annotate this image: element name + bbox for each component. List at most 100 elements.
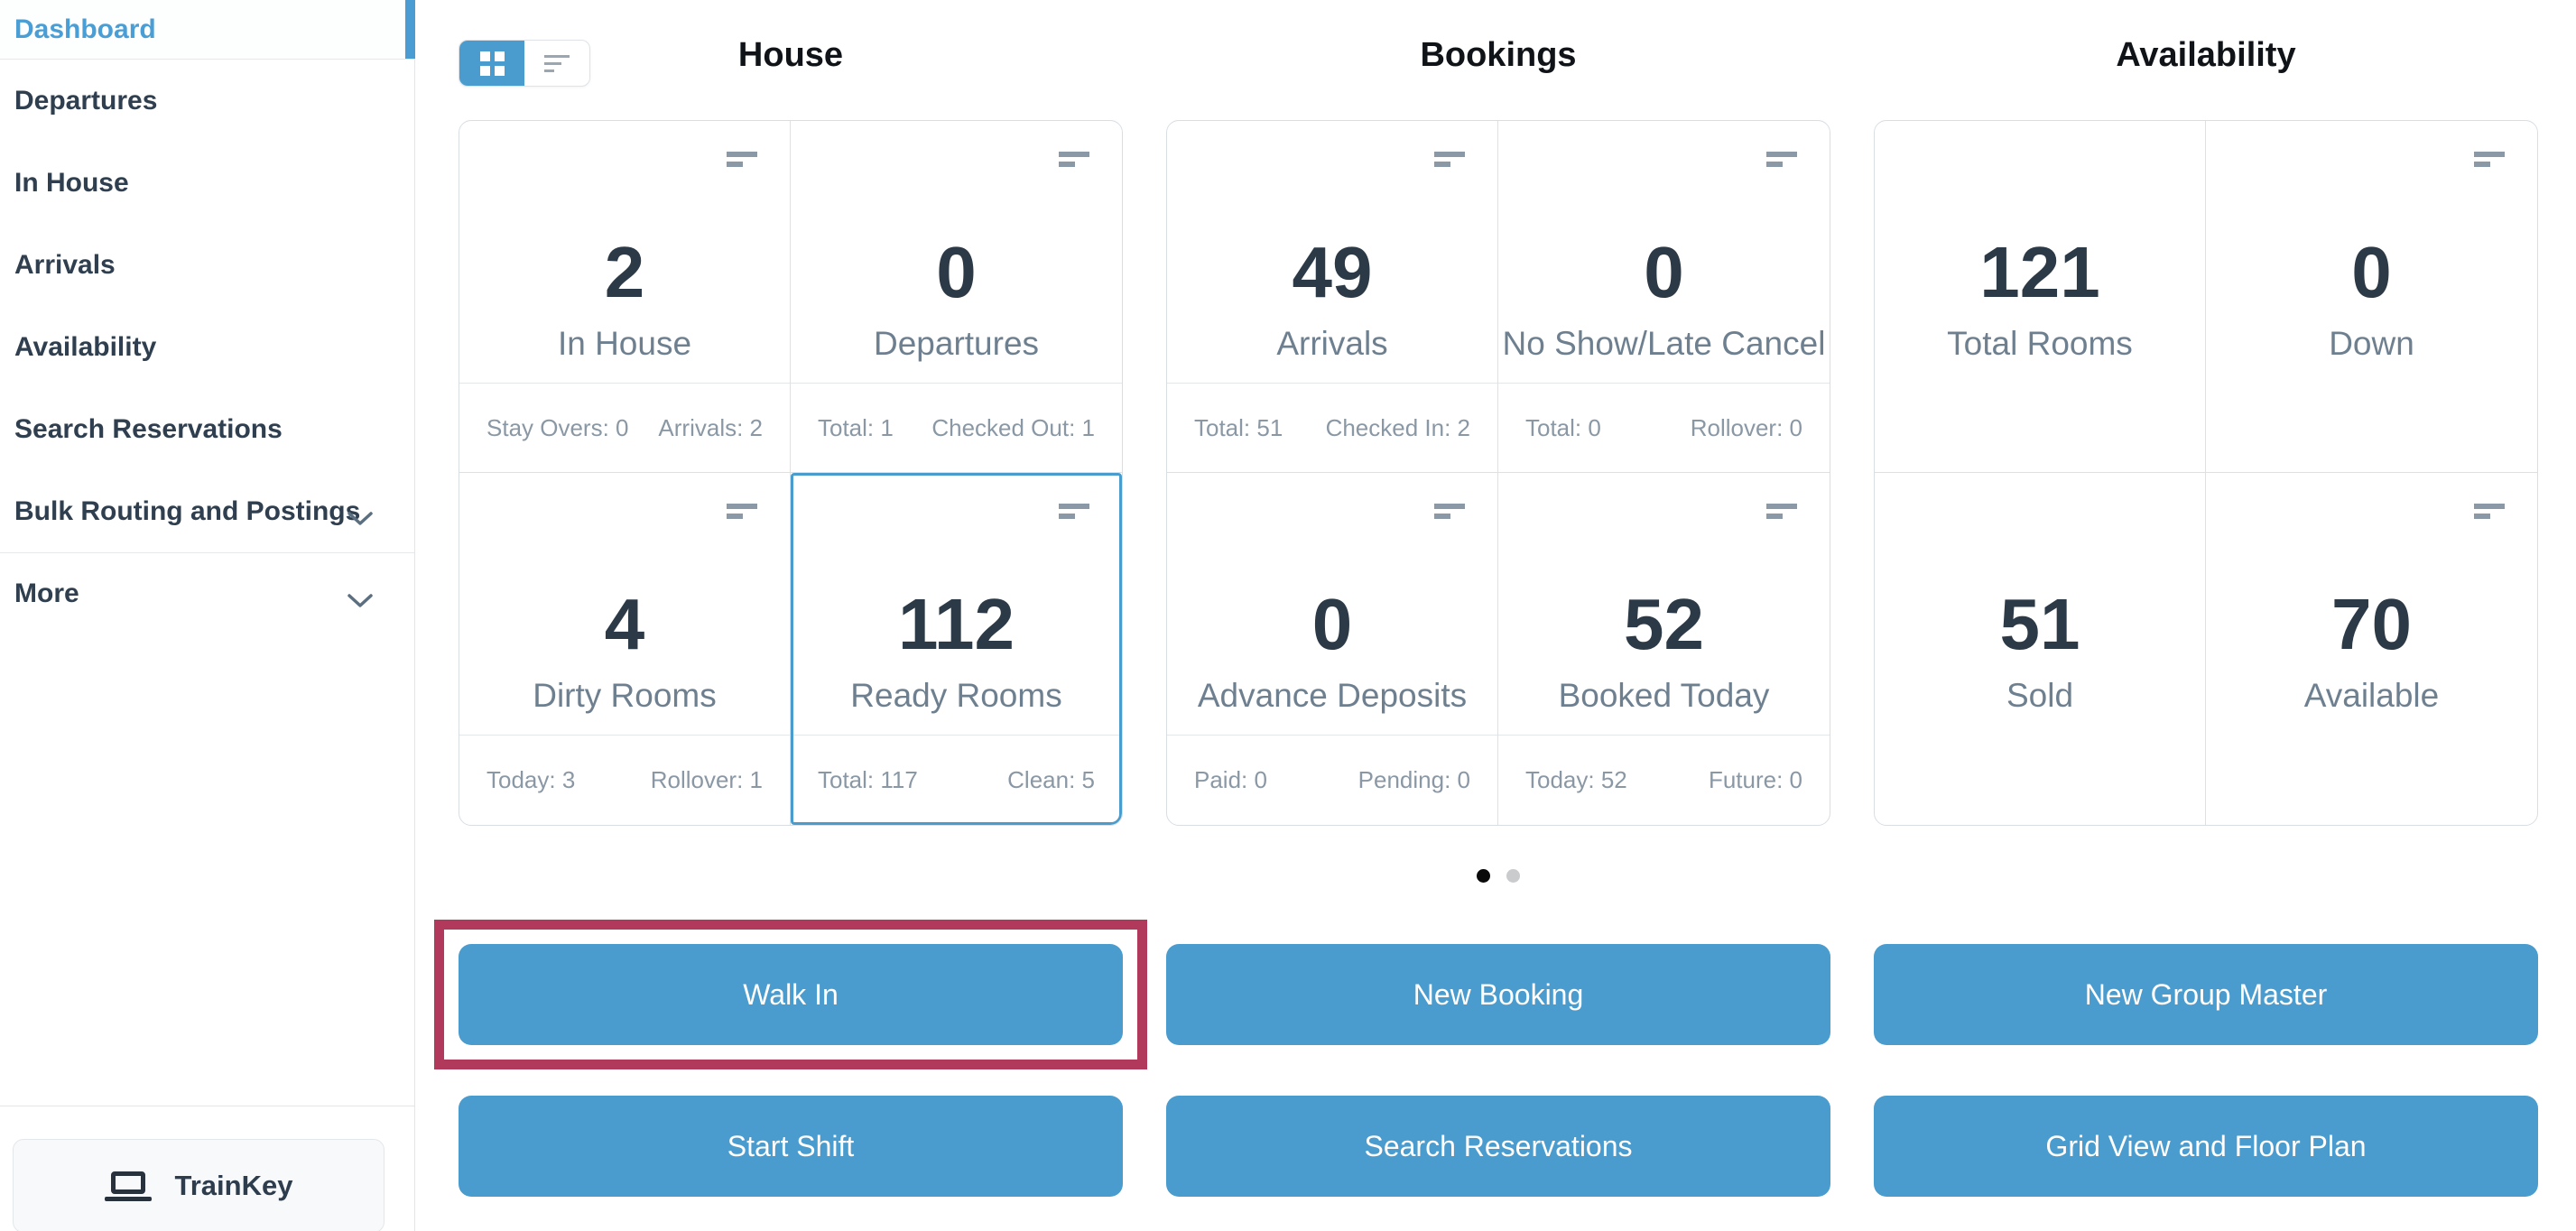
card-label: Available [2303,677,2440,714]
sidebar-item-arrivals[interactable]: Arrivals [0,224,414,306]
card-label: Advance Deposits [1197,677,1468,714]
card-in-house[interactable]: 2 In House Stay Overs: 0 Arrivals: 2 [459,121,791,473]
laptop-icon [104,1171,152,1201]
new-group-master-button[interactable]: New Group Master [1874,944,2538,1045]
footer-stat-right: Future: 0 [1708,766,1802,793]
footer-stat-left: Stay Overs: 0 [486,414,629,441]
actions-row-2: Start Shift Search Reservations Grid Vie… [459,1096,2538,1197]
card-menu-icon[interactable] [727,504,757,519]
grid-view-button[interactable] [459,41,524,86]
carousel-dot-1[interactable] [1476,869,1490,883]
card-no-show-late-cancel[interactable]: 0 No Show/Late Cancel Total: 0 Rollover:… [1498,121,1830,473]
actions-row-1: Walk In New Booking New Group Master [434,920,2538,1069]
active-indicator-bar [405,0,415,59]
card-menu-icon[interactable] [1766,504,1797,519]
sidebar-item-in-house[interactable]: In House [0,142,414,224]
card-label: Ready Rooms [850,677,1062,714]
sidebar-item-more[interactable]: More [0,552,414,634]
card-arrivals[interactable]: 49 Arrivals Total: 51 Checked In: 2 [1167,121,1498,473]
trainkey-button[interactable]: TrainKey [13,1139,385,1231]
start-shift-button[interactable]: Start Shift [459,1096,1123,1197]
trainkey-label: TrainKey [174,1170,293,1201]
walk-in-button[interactable]: Walk In [459,944,1123,1045]
search-reservations-cell: Search Reservations [1166,1096,1830,1197]
footer-stat-right: Clean: 5 [1007,766,1095,793]
sidebar-item-label: Dashboard [14,14,156,44]
sidebar-item-departures[interactable]: Departures [0,60,414,142]
sidebar-item-label: In House [14,167,129,198]
card-label: Dirty Rooms [533,677,717,714]
footer-stat-left: Total: 0 [1525,414,1601,441]
card-menu-icon[interactable] [1766,152,1797,167]
list-view-button[interactable] [524,41,589,86]
card-footer: Total: 51 Checked In: 2 [1167,383,1497,473]
card-value: 121 [1979,232,2100,312]
new-group-master-cell: New Group Master [1874,944,2538,1045]
card-menu-icon[interactable] [1434,504,1465,519]
footer-stat-left: Total: 117 [818,766,918,793]
new-booking-cell: New Booking [1166,944,1830,1045]
main-content: House 2 In House Stay Overs: 0 Arrivals:… [415,0,2576,1231]
card-dirty-rooms[interactable]: 4 Dirty Rooms Today: 3 Rollover: 1 [459,473,791,825]
card-departures[interactable]: 0 Departures Total: 1 Checked Out: 1 [791,121,1122,473]
footer-stat-left: Total: 1 [818,414,894,441]
card-value: 0 [2351,232,2392,312]
list-view-icon [544,51,570,77]
footer-stat-left: Today: 52 [1525,766,1627,793]
card-booked-today[interactable]: 52 Booked Today Today: 52 Future: 0 [1498,473,1830,825]
card-value: 52 [1624,584,1704,664]
section-title: House [737,36,844,74]
carousel-dot-2[interactable] [1506,869,1521,883]
card-menu-icon[interactable] [1434,152,1465,167]
card-label: In House [557,325,692,362]
card-value: 0 [1311,584,1353,664]
card-footer: Total: 0 Rollover: 0 [1498,383,1830,473]
sidebar-item-bulk-routing-and-postings[interactable]: Bulk Routing and Postings [0,470,414,552]
card-menu-icon[interactable] [727,152,757,167]
card-label: Arrivals [1276,325,1388,362]
footer-stat-left: Today: 3 [486,766,576,793]
card-value: 51 [1999,584,2080,664]
search-reservations-button[interactable]: Search Reservations [1166,1096,1830,1197]
card-menu-icon[interactable] [2474,152,2505,167]
view-toggle [459,40,590,87]
card-menu-icon[interactable] [1059,504,1089,519]
card-sold[interactable]: 51 Sold [1875,473,2206,825]
card-menu-icon[interactable] [1059,152,1089,167]
new-booking-button[interactable]: New Booking [1166,944,1830,1045]
card-value: 112 [897,584,1015,664]
card-footer: Paid: 0 Pending: 0 [1167,735,1497,825]
sidebar-item-availability[interactable]: Availability [0,306,414,388]
sidebar: Dashboard Departures In House Arrivals A… [0,0,415,1231]
sidebar-item-label: Bulk Routing and Postings [14,495,361,526]
chevron-down-icon [347,504,373,534]
card-available[interactable]: 70 Available [2206,473,2537,825]
grid-view-and-floor-plan-button[interactable]: Grid View and Floor Plan [1874,1096,2538,1197]
sidebar-item-dashboard[interactable]: Dashboard [0,0,415,60]
sidebar-item-label: Search Reservations [14,413,283,444]
footer-stat-right: Pending: 0 [1357,766,1470,793]
card-menu-icon[interactable] [2474,504,2505,519]
card-value: 4 [604,584,645,664]
bookings-card-grid: 49 Arrivals Total: 51 Checked In: 2 0 No… [1166,120,1830,826]
card-total-rooms[interactable]: 121 Total Rooms [1875,121,2206,473]
card-down[interactable]: 0 Down [2206,121,2537,473]
card-footer: Stay Overs: 0 Arrivals: 2 [459,383,790,473]
grid-view-floor-plan-cell: Grid View and Floor Plan [1874,1096,2538,1197]
card-advance-deposits[interactable]: 0 Advance Deposits Paid: 0 Pending: 0 [1167,473,1498,825]
card-label: Departures [873,325,1040,362]
card-value: 0 [936,232,977,312]
availability-card-grid: 121 Total Rooms 0 Down 51 Sold 70 Availa… [1874,120,2538,826]
chevron-down-icon [347,586,373,616]
footer-stat-right: Rollover: 0 [1690,414,1802,441]
sidebar-item-search-reservations[interactable]: Search Reservations [0,388,414,470]
house-card-grid: 2 In House Stay Overs: 0 Arrivals: 2 0 D… [459,120,1123,826]
card-value: 70 [2331,584,2412,664]
card-footer: Total: 117 Clean: 5 [791,735,1122,825]
card-ready-rooms[interactable]: 112 Ready Rooms Total: 117 Clean: 5 [791,473,1122,825]
footer-stat-left: Total: 51 [1194,414,1283,441]
sidebar-item-label: Arrivals [14,249,116,280]
start-shift-cell: Start Shift [459,1096,1123,1197]
section-title: Availability [2116,36,2296,74]
